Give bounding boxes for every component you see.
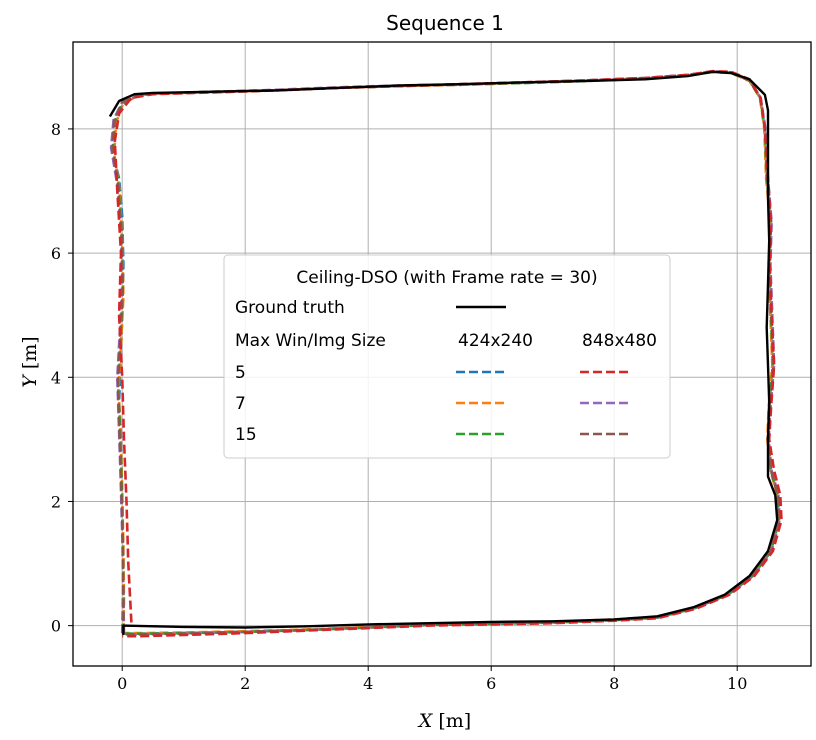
y-tick-label: 8 [51,120,61,139]
y-tick-label: 4 [51,368,61,387]
legend-header-label: Max Win/Img Size [235,331,386,351]
legend: Ceiling-DSO (with Frame rate = 30) Groun… [223,254,671,459]
y-axis-label: Y [m] [19,336,41,387]
legend-box [223,254,671,459]
legend-row-label-7: 7 [235,394,246,414]
x-tick-label: 10 [727,674,747,693]
trajectory-ground-truth [108,70,779,635]
x-tick-label: 8 [609,674,619,693]
x-tick-label: 4 [363,674,373,693]
x-axis-label: X [m] [417,710,471,732]
series-layer [108,69,783,638]
legend-row-label-15: 15 [235,425,257,445]
chart-title: Sequence 1 [386,11,504,35]
ticks: 0 2 4 6 8 10 0 2 4 6 8 [51,120,748,693]
y-tick-label: 2 [51,492,61,511]
y-tick-label: 0 [51,617,61,636]
x-tick-label: 6 [486,674,496,693]
legend-swatches [456,370,630,436]
y-tick-label: 6 [51,244,61,263]
legend-title: Ceiling-DSO (with Frame rate = 30) [296,268,597,288]
trajectory-848x480-5 [113,69,783,638]
plot-frame [72,41,812,667]
legend-column-header-2: 848x480 [582,331,657,351]
legend-row-label-5: 5 [235,363,246,383]
x-tick-label: 2 [240,674,250,693]
legend-column-header-1: 424x240 [458,331,533,351]
x-tick-label: 0 [117,674,127,693]
legend-ground-truth-label: Ground truth [235,298,345,318]
